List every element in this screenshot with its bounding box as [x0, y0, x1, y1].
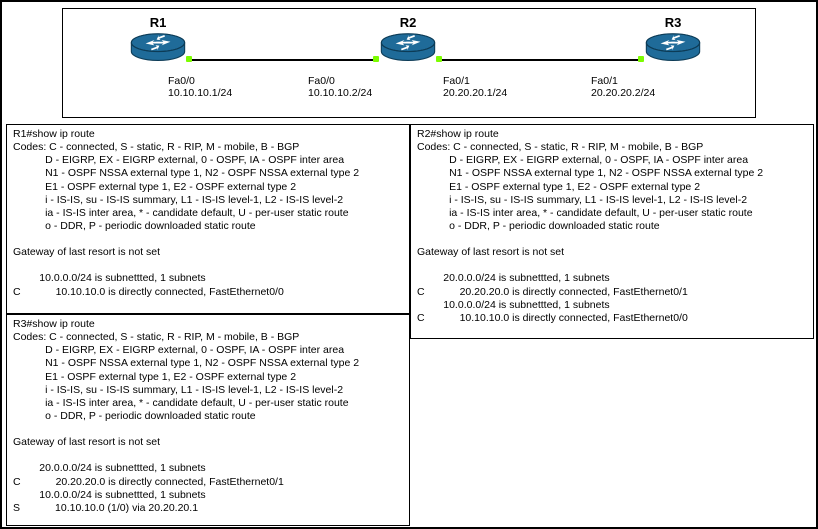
route-output-grid: R1#show ip route Codes: C - connected, S… — [6, 124, 812, 523]
interface-name: Fa0/0 — [308, 75, 372, 87]
router-label: R3 — [638, 15, 708, 30]
r1-codes: Codes: C - connected, S - static, R - RI… — [13, 141, 359, 232]
interface-name: Fa0/0 — [168, 75, 232, 87]
router-r2: R2 — [373, 15, 443, 69]
interface-label: Fa0/010.10.10.1/24 — [168, 75, 232, 99]
router-label: R2 — [373, 15, 443, 30]
interface-ip: 10.10.10.1/24 — [168, 87, 232, 99]
topology-inner: R1 R2 R3 Fa0/010.10.10.1/24Fa0/010.10.10… — [63, 9, 755, 117]
interface-label: Fa0/010.10.10.2/24 — [308, 75, 372, 99]
r2-route-output: R2#show ip route Codes: C - connected, S… — [410, 124, 814, 339]
r2-codes: Codes: C - connected, S - static, R - RI… — [417, 141, 763, 232]
r3-codes: Codes: C - connected, S - static, R - RI… — [13, 331, 359, 422]
r1-route-output: R1#show ip route Codes: C - connected, S… — [6, 124, 410, 314]
router-icon — [641, 32, 705, 64]
r3-gateway: Gateway of last resort is not set — [13, 436, 160, 448]
interface-ip: 20.20.20.2/24 — [591, 87, 655, 99]
interface-name: Fa0/1 — [591, 75, 655, 87]
r2-routes: 20.0.0.0/24 is subnettted, 1 subnets C 2… — [417, 272, 688, 323]
r1-header: R1#show ip route — [13, 128, 95, 140]
r2-header: R2#show ip route — [417, 128, 499, 140]
r3-routes: 20.0.0.0/24 is subnettted, 1 subnets C 2… — [13, 462, 284, 513]
interface-ip: 20.20.20.1/24 — [443, 87, 507, 99]
router-label: R1 — [123, 15, 193, 30]
router-icon — [376, 32, 440, 64]
router-r3: R3 — [638, 15, 708, 69]
link-line — [191, 59, 375, 61]
r1-gateway: Gateway of last resort is not set — [13, 246, 160, 258]
r3-route-output: R3#show ip route Codes: C - connected, S… — [6, 314, 410, 526]
topology-diagram: R1 R2 R3 Fa0/010.10.10.1/24Fa0/010.10.10… — [62, 8, 756, 118]
interface-name: Fa0/1 — [443, 75, 507, 87]
link-line — [441, 59, 640, 61]
interface-label: Fa0/120.20.20.1/24 — [443, 75, 507, 99]
r3-header: R3#show ip route — [13, 318, 95, 330]
interface-label: Fa0/120.20.20.2/24 — [591, 75, 655, 99]
r1-routes: 10.0.0.0/24 is subnettted, 1 subnets C 1… — [13, 272, 284, 297]
router-r1: R1 — [123, 15, 193, 69]
router-icon — [126, 32, 190, 64]
interface-ip: 10.10.10.2/24 — [308, 87, 372, 99]
r2-gateway: Gateway of last resort is not set — [417, 246, 564, 258]
